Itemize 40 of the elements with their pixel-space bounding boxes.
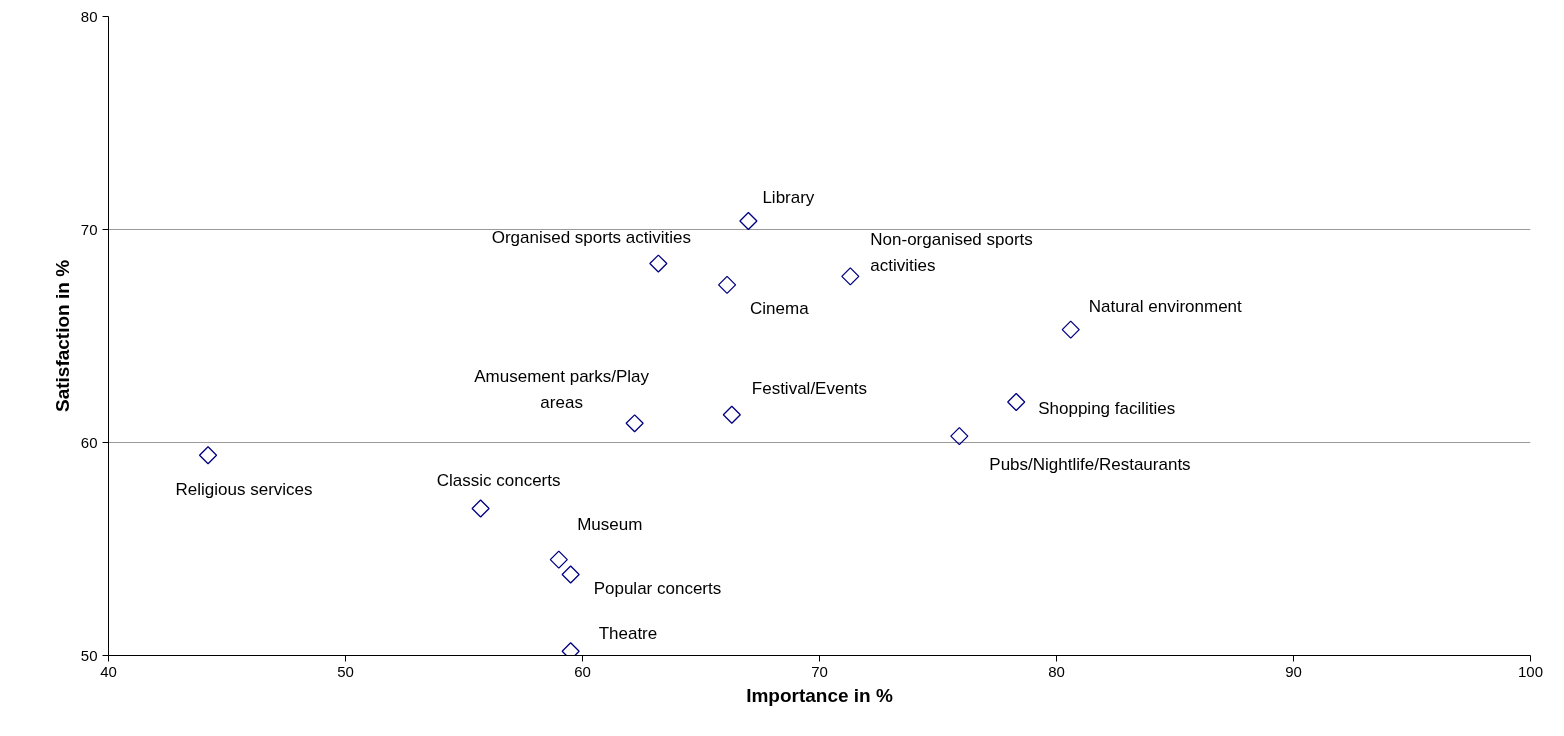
data-label: Natural environment: [1088, 297, 1243, 317]
y-tick-label: 70: [80, 220, 98, 238]
x-tick-label: 70: [811, 662, 828, 680]
point: [717, 275, 737, 295]
data-label: Festival/Events: [751, 379, 868, 399]
point: [722, 405, 741, 424]
point: [950, 426, 969, 446]
x-tick-label: 80: [1048, 662, 1065, 680]
y-tick-label: 50: [80, 646, 98, 664]
point: [1061, 320, 1080, 339]
data-label: Religious services: [175, 479, 313, 499]
point: [471, 499, 490, 518]
y-tick-label: 80: [80, 7, 98, 25]
y-axis-title: Satisfaction in %: [51, 259, 73, 413]
point: [561, 565, 580, 584]
point: [739, 211, 758, 231]
point: [649, 254, 668, 273]
x-tick-label: 60: [574, 662, 591, 680]
point: [198, 446, 218, 465]
data-label: Amusement parks/Play areas: [474, 366, 650, 413]
data-label: Theatre: [598, 623, 658, 643]
data-label: Organised sports activities: [491, 228, 692, 248]
x-axis-title: Importance in %: [746, 684, 893, 706]
x-tick-label: 50: [337, 662, 354, 680]
data-label: Classic concerts: [436, 471, 561, 491]
point: [841, 267, 860, 286]
x-tick-label: 100: [1517, 662, 1544, 680]
data-label: Shopping facilities: [1038, 398, 1176, 418]
x-tick-label: 90: [1285, 662, 1302, 680]
point: [1007, 392, 1026, 412]
point: [625, 414, 644, 433]
point: [549, 550, 568, 569]
data-label: Popular concerts: [593, 579, 722, 599]
data-label: Pubs/Nightlife/Restaurants: [989, 454, 1191, 474]
y-tick-label: 60: [80, 433, 98, 451]
x-tick-label: 40: [100, 662, 117, 680]
data-label: Museum: [577, 515, 643, 535]
data-label: Cinema: [750, 299, 810, 319]
data-label: Non-organised sports activities: [870, 229, 1033, 276]
data-label: Library: [762, 188, 815, 208]
